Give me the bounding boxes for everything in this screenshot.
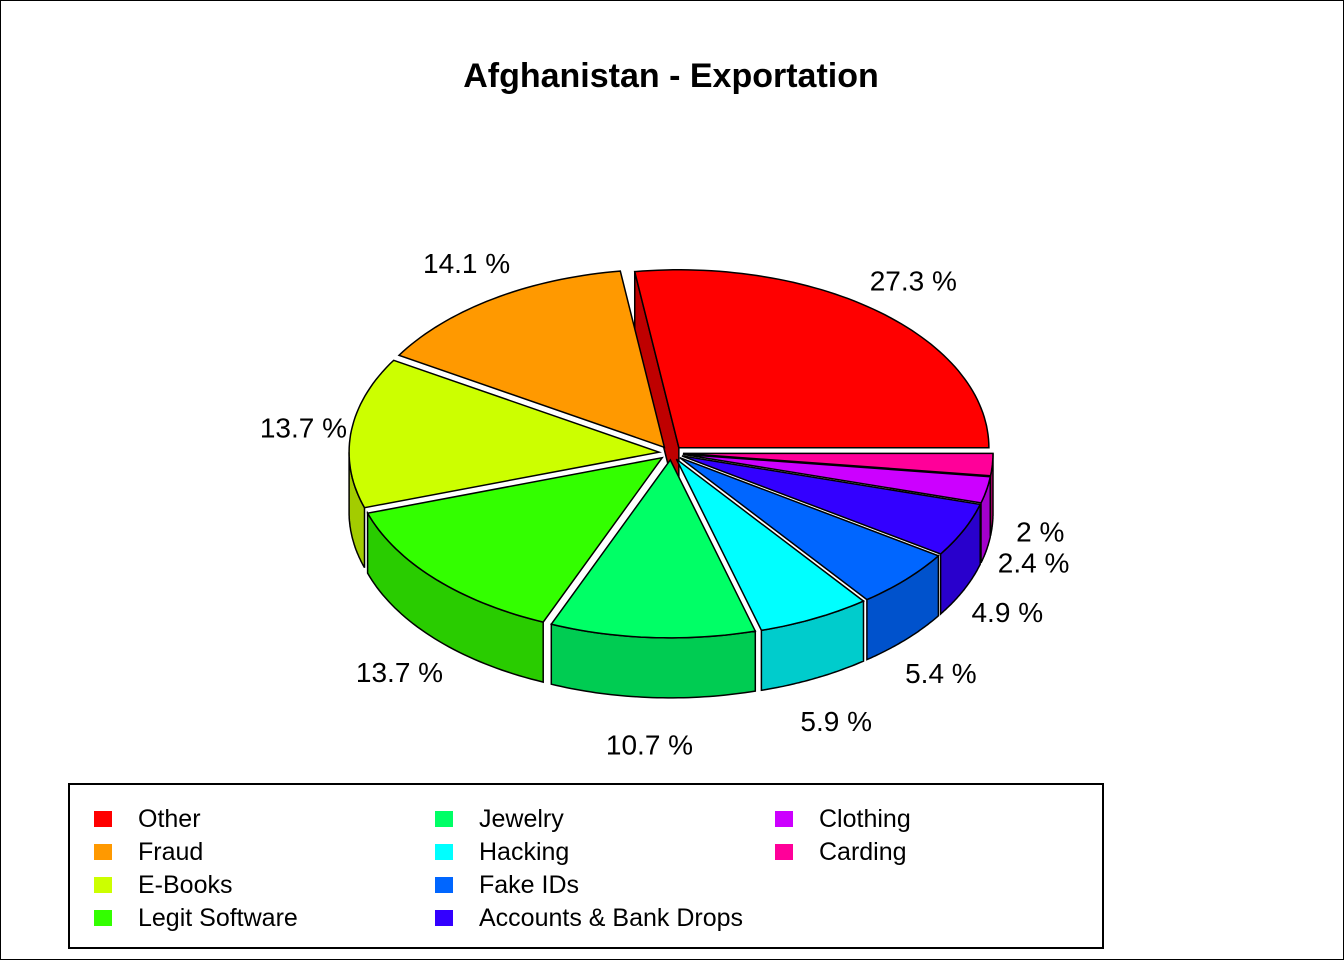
slice-jewelry <box>550 458 757 639</box>
slice-label-hacking: 5.9 % <box>800 706 872 737</box>
slice-accounts-bank-drops <box>681 455 982 555</box>
slice-label-carding: 2 % <box>1016 516 1064 547</box>
legend-label: Other <box>138 805 201 833</box>
slice-label-legit-software: 13.7 % <box>356 657 443 688</box>
slice-hacking <box>675 458 865 632</box>
legend-swatch <box>94 877 112 893</box>
legend-label: Hacking <box>479 838 570 866</box>
legend-label: E-Books <box>138 871 233 899</box>
legend-swatch <box>94 844 112 860</box>
slice-fake-ids <box>679 456 940 601</box>
legend-swatch <box>94 910 112 926</box>
legend-label: Jewelry <box>479 805 564 833</box>
slice-clothing <box>682 453 992 504</box>
chart-title: Afghanistan - Exportation <box>463 57 879 95</box>
legend-swatch <box>775 811 793 827</box>
slice-e-books <box>348 359 663 509</box>
slice-other <box>633 269 990 449</box>
legend-label: Fake IDs <box>479 871 580 899</box>
slice-legit-software <box>366 456 664 623</box>
chart-legend: Other Fraud E-Books Legit Software Jewelry Ha… <box>68 783 1104 949</box>
legend-swatch <box>435 811 453 827</box>
slice-label-clothing: 2.4 % <box>998 548 1070 579</box>
legend-label: Accounts & Bank Drops <box>479 904 744 932</box>
slice-label-fraud: 14.1 % <box>423 248 510 279</box>
legend-swatch <box>435 910 453 926</box>
slice-label-fake-ids: 5.4 % <box>905 658 977 689</box>
legend-label: Legit Software <box>138 904 298 932</box>
slice-label-accounts-bank-drops: 4.9 % <box>971 597 1043 628</box>
slice-fraud <box>397 270 666 449</box>
slice-label-e-books: 13.7 % <box>260 412 347 443</box>
pie-chart: 27.3 % 14.1 % 13.7 % 13.7 % 10.7 % 5.9 % 5.4 %… <box>260 248 1070 761</box>
slice-label-jewelry: 10.7 % <box>606 730 693 761</box>
legend-swatch <box>435 844 453 860</box>
legend-label: Clothing <box>819 805 911 833</box>
legend-swatch <box>94 811 112 827</box>
legend-label: Carding <box>819 838 907 866</box>
legend-swatch <box>775 844 793 860</box>
legend-label: Fraud <box>138 838 204 866</box>
legend-swatch <box>435 877 453 893</box>
slice-label-other: 27.3 % <box>870 266 957 297</box>
slice-carding <box>682 452 994 477</box>
